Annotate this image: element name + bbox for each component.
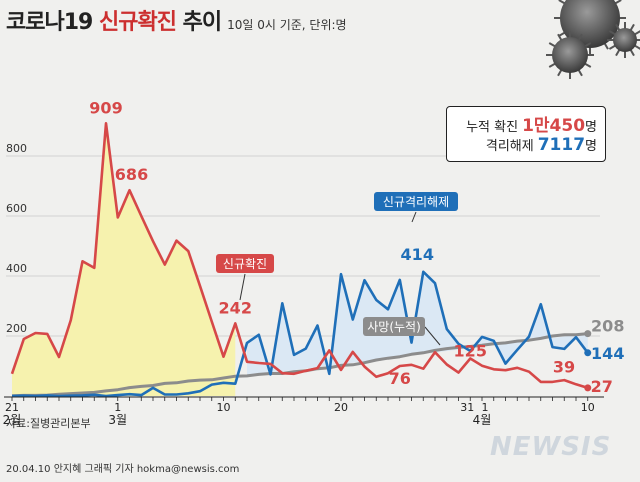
virus-particle [552,37,588,73]
confirmed-unit: 명 [585,120,597,135]
y-tick-label: 200 [6,322,27,335]
data-label: 414 [401,245,434,264]
newsis-watermark: NEWSIS [490,432,612,462]
credit-line: 20.04.10 안지혜 그래픽 기자 hokma@newsis.com [6,464,240,475]
confirmed-series-tag-box [216,254,274,273]
y-tick-label: 400 [6,262,27,275]
released-endpoint [584,349,592,357]
x-tick-label: 1 [114,401,121,414]
virus-particle [613,28,637,52]
data-label: 76 [389,369,411,388]
confirmed-line [10,122,589,390]
released-unit: 명 [585,139,597,154]
released-series-tag-text: 신규격리해제 [383,195,449,209]
month-label: 3월 [108,413,127,427]
x-tick-label: 20 [334,401,348,414]
data-labels: 909 686 242 76 125 39 27 414 144 208 신규확진 신규격리해제사망(… [89,98,624,396]
data-label: 27 [591,377,613,396]
title-highlight: 신규확진 [99,10,177,35]
chart-title: 코로나19 신규확진 추이 10일 0시 기준, 단위:명 [6,4,347,36]
death-series-tag-text: 사망(누적) [367,320,421,334]
confirmed-endpoint [584,384,592,392]
death-series-tag-box [363,317,425,336]
released-series-tag-leader [411,211,417,223]
x-tick-label: 1 [482,401,489,414]
death-series-tag-leader [424,326,441,346]
coronavirus-illustration [546,0,640,79]
death-endpoint [584,330,592,338]
title-suffix: 추이 [175,10,222,35]
x-tick-label: 31 [460,401,474,414]
confirmed-value: 1만450 [522,116,586,136]
summary-box: 누적 확진 1만450 명 격리해제 7117 명 [446,106,606,162]
x-tick-label: 21 [5,401,19,414]
month-label: 4월 [473,413,492,427]
confirmed-label: 누적 확진 [466,120,519,135]
released-value: 7117 [537,135,586,155]
released-series-tag-box [374,192,458,211]
data-label: 144 [591,344,624,363]
virus-particle [560,0,620,48]
x-tick-label: 10 [581,401,595,414]
month-label: 2월 [3,413,22,427]
data-label: 686 [115,165,148,184]
summary-released: 격리해제 7117 명 [455,135,597,159]
title-note: 10일 0시 기준, 단위:명 [227,18,347,32]
confirmed-area [12,123,236,397]
data-label: 125 [454,342,487,361]
confirmed-series-tag-text: 신규확진 [223,257,267,271]
data-label: 909 [89,98,122,117]
x-axis: 21 1 10 20 31 1 10 2월 3월 4월 [3,396,604,427]
source-note: 자료:질병관리본부 [6,417,91,430]
confirmed-series-tag-leader [239,273,246,301]
y-tick-label: 800 [6,142,27,155]
released-label: 격리해제 [485,139,534,154]
title-plain: 코로나19 [6,10,99,35]
series-lines [10,122,592,398]
data-label: 39 [553,357,575,376]
x-tick-label: 10 [217,401,231,414]
data-label: 242 [219,298,252,317]
released-line [11,270,589,398]
data-label: 208 [591,317,624,336]
y-tick-label: 600 [6,202,27,215]
title-text: 코로나19 신규확진 추이 [6,10,222,35]
summary-confirmed: 누적 확진 1만450 명 [455,111,597,136]
